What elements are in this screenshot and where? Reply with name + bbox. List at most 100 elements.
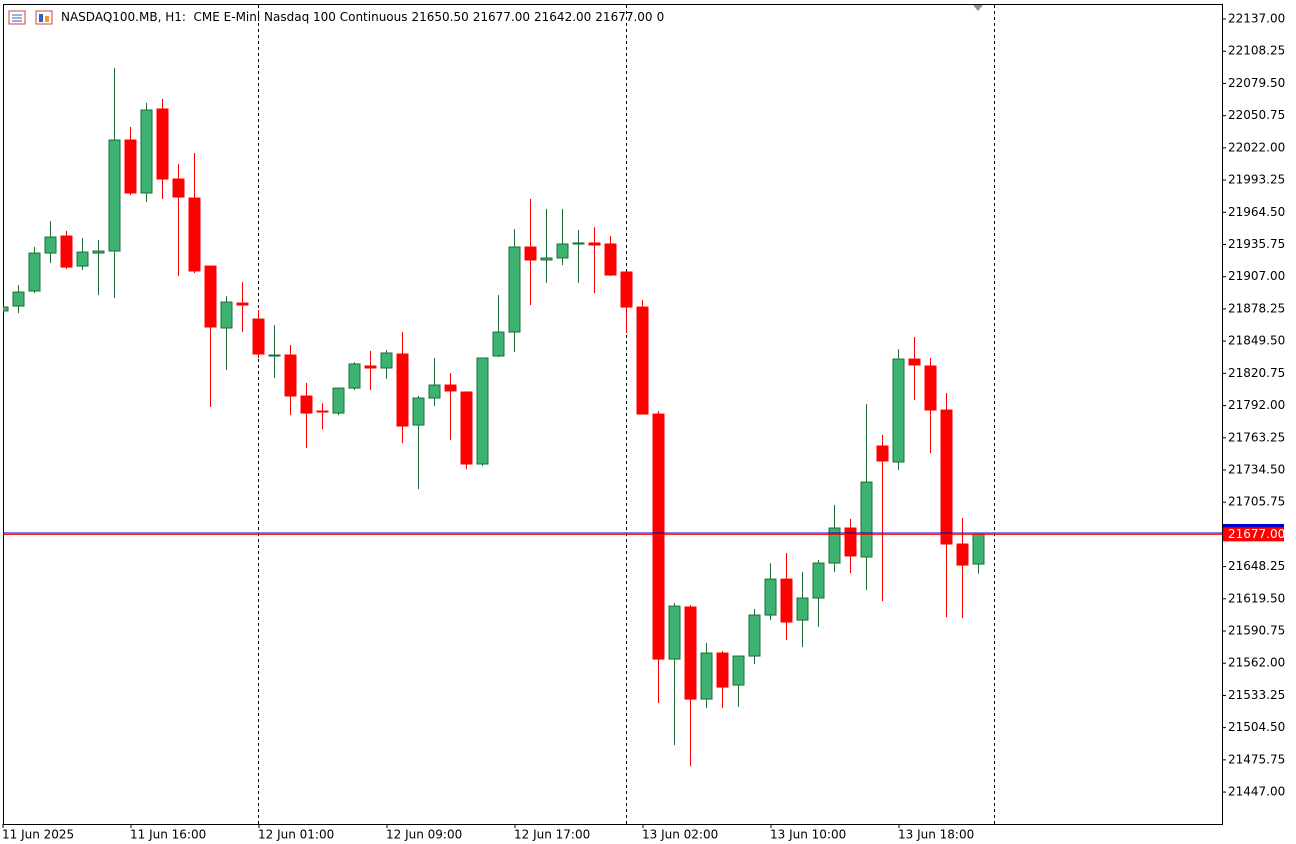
y-tick-label: 21763.25 xyxy=(1228,430,1285,444)
candle-body xyxy=(3,306,9,312)
y-tick-label: 22022.00 xyxy=(1228,140,1285,154)
y-tick-label: 21648.25 xyxy=(1228,559,1285,573)
candle-body xyxy=(956,543,969,566)
header-close: 21677.00 xyxy=(595,10,653,24)
candle-body xyxy=(44,236,57,254)
y-tick-label: 21447.00 xyxy=(1228,785,1285,799)
icon-chart xyxy=(35,10,53,25)
candle-body xyxy=(380,352,393,369)
y-tick-label: 21504.50 xyxy=(1228,720,1285,734)
header-title: NASDAQ100.MB, H1: CME E-Mini Nasdaq 100 … xyxy=(61,10,408,24)
candle-body xyxy=(684,606,697,700)
y-tick-label: 21590.75 xyxy=(1228,624,1285,638)
header-high: 21677.00 xyxy=(472,10,531,24)
candle-body xyxy=(364,365,377,369)
candle-body xyxy=(636,306,649,415)
y-tick-label: 22137.00 xyxy=(1228,12,1285,26)
y-tick-label: 21849.50 xyxy=(1228,334,1285,348)
y-tick-label: 21619.50 xyxy=(1228,591,1285,605)
plot xyxy=(3,67,1222,767)
header-low: 21642.00 xyxy=(534,10,592,24)
candle-body xyxy=(588,242,601,246)
candle-body xyxy=(540,257,553,261)
icon-bar xyxy=(45,16,49,22)
candle-body xyxy=(844,527,857,557)
candle-body xyxy=(124,139,137,194)
x-tick-label: 13 Jun 02:00 xyxy=(642,828,718,842)
candle-body xyxy=(428,384,441,399)
candle-body xyxy=(604,243,617,276)
x-tick-label: 12 Jun 17:00 xyxy=(514,828,590,842)
y-tick-label: 21964.50 xyxy=(1228,205,1285,219)
candle-body xyxy=(892,358,905,463)
y-tick-label: 21935.75 xyxy=(1228,237,1285,251)
candle-body xyxy=(668,605,681,660)
candle-body xyxy=(700,652,713,700)
candle-body xyxy=(412,397,425,426)
y-tick-label: 21562.00 xyxy=(1228,656,1285,670)
candle-body xyxy=(316,410,329,413)
candle-body xyxy=(860,481,873,558)
candle-body xyxy=(620,271,633,308)
y-tick-label: 21734.50 xyxy=(1228,462,1285,476)
candle-body xyxy=(748,614,761,657)
y-tick-label: 21475.75 xyxy=(1228,752,1285,766)
candle-body xyxy=(716,652,729,688)
y-tick-label: 21907.00 xyxy=(1228,269,1285,283)
candle-body xyxy=(172,178,185,198)
candle-body xyxy=(268,354,281,357)
x-tick-label: 13 Jun 18:00 xyxy=(898,828,974,842)
y-tick-label: 22079.50 xyxy=(1228,76,1285,90)
candle-body xyxy=(524,246,537,261)
x-tick-label: 13 Jun 10:00 xyxy=(770,828,846,842)
candle-body xyxy=(476,357,489,465)
candle-body xyxy=(972,533,985,565)
y-tick-label: 22108.25 xyxy=(1228,44,1285,58)
candle-body xyxy=(76,251,89,267)
x-tick-label: 11 Jun 2025 xyxy=(2,828,74,842)
y-tick-label: 21792.00 xyxy=(1228,398,1285,412)
shift-marker xyxy=(973,5,983,11)
y-tick-label: 21820.75 xyxy=(1228,366,1285,380)
candle-body xyxy=(876,445,889,462)
x-tick-label: 12 Jun 09:00 xyxy=(386,828,462,842)
candle-body xyxy=(60,235,73,268)
candle-body xyxy=(92,250,105,254)
candle-body xyxy=(444,384,457,392)
candle-body xyxy=(12,291,25,307)
y-tick-label: 22050.75 xyxy=(1228,108,1285,122)
candle-body xyxy=(556,243,569,259)
y-tick-label: 21878.25 xyxy=(1228,301,1285,315)
candle-body xyxy=(188,197,201,272)
price-axis: 22137.00 22108.25 22079.50 22050.75 22022.00… xyxy=(1222,12,1285,799)
candle-body xyxy=(332,387,345,414)
y-tick-label: 21533.25 xyxy=(1228,688,1285,702)
candle-body xyxy=(508,246,521,333)
candle-body xyxy=(252,318,265,355)
candle-body xyxy=(908,358,921,366)
header-icons xyxy=(8,10,53,25)
candle-body xyxy=(780,578,793,623)
candle-body xyxy=(348,363,361,389)
candle-body xyxy=(572,242,585,245)
header-open: 21650.50 xyxy=(411,10,469,24)
candle-body xyxy=(108,139,121,252)
candle-body xyxy=(300,395,313,414)
candle-body xyxy=(220,301,233,329)
candle-body xyxy=(396,353,409,427)
icon-bar xyxy=(39,14,43,22)
candle-body xyxy=(652,413,665,660)
price-label: 21677.00 xyxy=(1228,527,1285,541)
candle-body xyxy=(796,597,809,621)
candle-body xyxy=(924,365,937,411)
candle-body xyxy=(812,562,825,599)
candle-body xyxy=(284,354,297,397)
price-label-box xyxy=(1223,527,1284,542)
y-tick-label: 21705.75 xyxy=(1228,495,1285,509)
chart-header: NASDAQ100.MB, H1: CME E-Mini Nasdaq 100 … xyxy=(61,10,668,24)
candle-body xyxy=(492,331,505,357)
candle-body xyxy=(156,108,169,180)
header-volume: 0 xyxy=(656,10,665,24)
candle-body xyxy=(204,265,217,328)
